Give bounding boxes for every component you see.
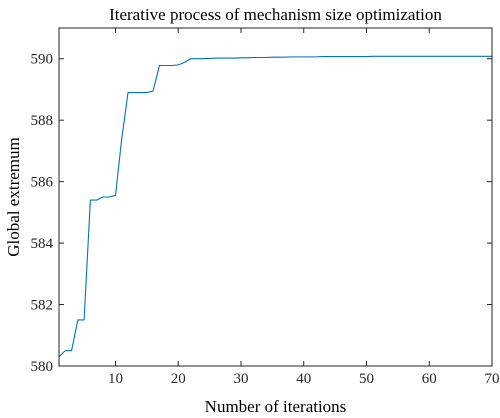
axes <box>58 27 493 367</box>
x-tick-label: 60 <box>422 371 437 387</box>
y-tick-label: 590 <box>31 52 54 68</box>
x-tick-label: 40 <box>296 371 311 387</box>
y-tick-label: 586 <box>31 175 54 191</box>
x-tick-label: 30 <box>233 371 248 387</box>
x-tick-label: 20 <box>171 371 186 387</box>
series-line-1 <box>58 55 492 358</box>
ticks: 10 20 30 40 50 60 70 580 582 584 586 588 590 <box>31 28 500 387</box>
series-layer <box>58 55 492 358</box>
x-tick-label: 70 <box>485 371 500 387</box>
y-tick-label: 584 <box>31 236 54 252</box>
chart-title: Iterative process of mechanism size opti… <box>109 5 442 24</box>
y-tick-label: 582 <box>31 298 54 314</box>
x-tick-label: 50 <box>359 371 374 387</box>
axes-box <box>58 27 493 367</box>
y-tick-label: 580 <box>31 359 54 375</box>
x-axis-label: Number of iterations <box>205 397 347 416</box>
y-axis-label: Global extremum <box>4 137 23 256</box>
x-tick-label: 10 <box>108 371 123 387</box>
y-tick-label: 588 <box>31 113 54 129</box>
